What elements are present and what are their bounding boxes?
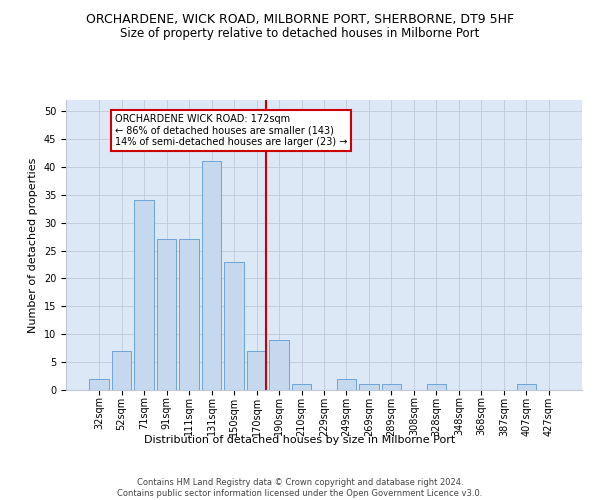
Bar: [112, 351, 131, 390]
Text: ORCHARDENE WICK ROAD: 172sqm
← 86% of detached houses are smaller (143)
14% of s: ORCHARDENE WICK ROAD: 172sqm ← 86% of de…: [115, 114, 347, 147]
Bar: [179, 240, 199, 390]
Text: ORCHARDENE, WICK ROAD, MILBORNE PORT, SHERBORNE, DT9 5HF: ORCHARDENE, WICK ROAD, MILBORNE PORT, SH…: [86, 12, 514, 26]
Y-axis label: Number of detached properties: Number of detached properties: [28, 158, 38, 332]
Bar: [202, 162, 221, 390]
Bar: [157, 240, 176, 390]
Bar: [427, 384, 446, 390]
Bar: [359, 384, 379, 390]
Bar: [382, 384, 401, 390]
Bar: [292, 384, 311, 390]
Text: Contains HM Land Registry data © Crown copyright and database right 2024.
Contai: Contains HM Land Registry data © Crown c…: [118, 478, 482, 498]
Bar: [89, 379, 109, 390]
Text: Size of property relative to detached houses in Milborne Port: Size of property relative to detached ho…: [121, 28, 479, 40]
Bar: [247, 351, 266, 390]
Bar: [134, 200, 154, 390]
Bar: [337, 379, 356, 390]
Bar: [517, 384, 536, 390]
Bar: [269, 340, 289, 390]
Bar: [224, 262, 244, 390]
Text: Distribution of detached houses by size in Milborne Port: Distribution of detached houses by size …: [145, 435, 455, 445]
